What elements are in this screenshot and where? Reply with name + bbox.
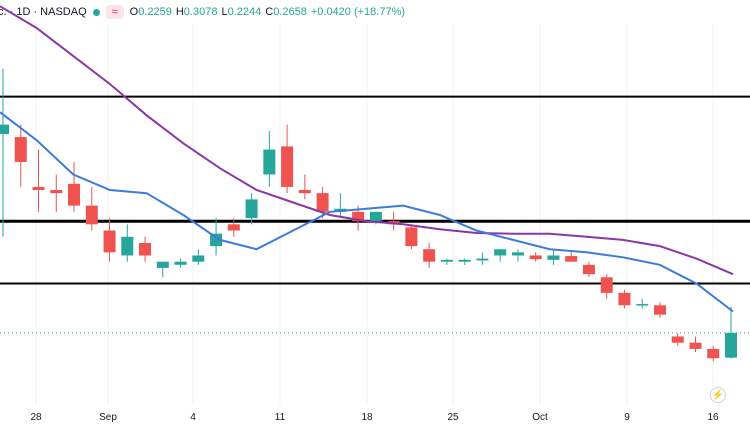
candle-body[interactable] <box>547 255 560 260</box>
candle-body[interactable] <box>707 348 720 359</box>
candle-body[interactable] <box>0 124 9 134</box>
low-value: 0.2244 <box>227 6 262 18</box>
candle-body[interactable] <box>369 211 382 222</box>
x-tick-label: Sep <box>99 412 117 423</box>
candle-body[interactable] <box>458 259 471 262</box>
close-label: C <box>265 6 274 18</box>
x-tick-label: 25 <box>447 412 459 423</box>
candle-body[interactable] <box>227 224 240 231</box>
x-tick-label: 18 <box>361 412 373 423</box>
candle-body[interactable] <box>210 233 223 247</box>
high-label: H <box>175 6 184 18</box>
symbol-label[interactable]: c. · 1D · NASDAQ <box>0 6 87 18</box>
candle-body[interactable] <box>85 205 98 225</box>
slow-moving-average-line <box>0 5 734 276</box>
candle-body[interactable] <box>423 249 436 262</box>
candle-body[interactable] <box>192 255 205 262</box>
open-value: 0.2259 <box>138 6 172 18</box>
candle-body[interactable] <box>281 146 294 187</box>
low-label: L <box>221 6 228 18</box>
candle-body[interactable] <box>565 256 578 262</box>
x-tick-label: Oct <box>532 412 548 423</box>
candle-body[interactable] <box>298 190 311 194</box>
candle-body[interactable] <box>245 199 258 219</box>
candle-body[interactable] <box>600 277 613 293</box>
x-tick-label: 9 <box>624 412 630 423</box>
candle-body[interactable] <box>68 183 81 206</box>
open-label: O <box>129 6 139 18</box>
candle-body[interactable] <box>263 149 276 175</box>
lightning-icon[interactable]: ⚡ <box>710 387 726 403</box>
candle-body[interactable] <box>476 258 489 261</box>
ohlc-values: O0.2259 H0.3078 L0.2244 C0.2658 +0.0420 … <box>130 6 405 18</box>
x-tick-label: 11 <box>275 412 286 423</box>
candle-body[interactable] <box>618 292 631 306</box>
candle-body[interactable] <box>725 332 737 358</box>
candle-body[interactable] <box>103 230 116 253</box>
candle-body[interactable] <box>529 255 542 260</box>
close-value: 0.2658 <box>273 6 307 18</box>
candle-body[interactable] <box>511 252 524 256</box>
candle-body[interactable] <box>14 137 27 162</box>
candle-body[interactable] <box>50 190 63 194</box>
candle-body[interactable] <box>494 249 507 256</box>
fast-moving-average-line <box>0 111 734 313</box>
high-value: 0.3078 <box>183 6 218 18</box>
x-tick-label: 4 <box>190 412 196 423</box>
x-axis-labels: 28 Sep 4 11 18 25 Oct 9 16 <box>30 412 719 423</box>
candle-body[interactable] <box>174 261 187 265</box>
candle-body[interactable] <box>121 236 134 256</box>
wave-icon[interactable]: ≈ <box>105 5 124 19</box>
candle-body[interactable] <box>582 264 595 275</box>
grid-lines <box>35 24 714 405</box>
candle-body[interactable] <box>139 243 152 256</box>
candle-body[interactable] <box>32 186 45 191</box>
candle-body[interactable] <box>689 342 702 349</box>
candle-body[interactable] <box>316 193 329 212</box>
candle-body[interactable] <box>636 304 649 306</box>
chart-legend-header: c. · 1D · NASDAQ ≈ O0.2259 H0.3078 L0.22… <box>0 0 412 24</box>
x-tick-label: 28 <box>30 412 42 423</box>
candle-body[interactable] <box>405 227 418 247</box>
candle-body[interactable] <box>156 261 169 268</box>
candle-body[interactable] <box>352 211 365 222</box>
change-value: +0.0420 (+18.77%) <box>310 6 406 18</box>
candles <box>0 68 737 362</box>
candle-body[interactable] <box>671 336 684 343</box>
candle-body[interactable] <box>653 305 666 315</box>
candle-body[interactable] <box>440 259 453 262</box>
x-tick-label: 16 <box>707 412 719 423</box>
market-status-dot-icon <box>92 8 100 16</box>
moving-averages <box>0 5 734 313</box>
